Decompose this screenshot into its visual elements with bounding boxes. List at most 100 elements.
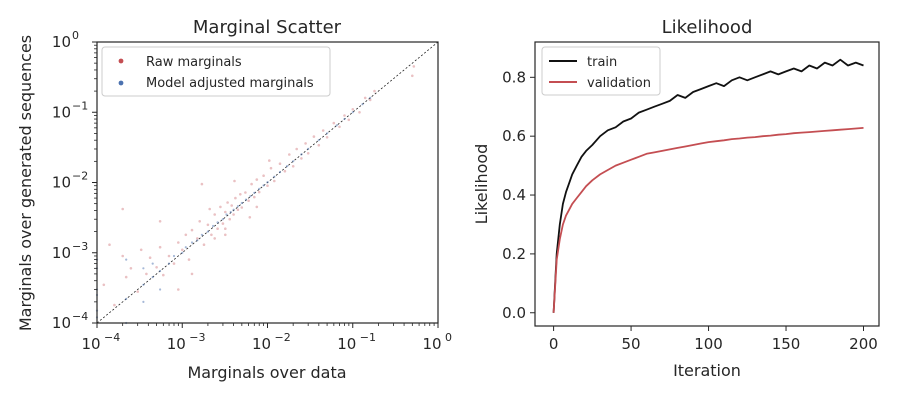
model-marginal-point (244, 198, 248, 201)
model-marginal-point (249, 195, 252, 198)
raw-marginal-point (221, 222, 225, 225)
likelihood-y-ticks: 0.0 0.2 0.4 0.6 0.8 (502, 68, 535, 322)
model-marginal-point (216, 221, 219, 224)
likelihood-legend: train validation (541, 46, 661, 96)
model-marginal-point (172, 254, 176, 258)
raw-marginal-point (177, 241, 180, 244)
scatter-y-tick-exponent: −2 (72, 170, 88, 183)
model-marginal-point (262, 184, 265, 187)
raw-marginal-point (158, 245, 162, 249)
scatter-x-tick-label: 10 (422, 335, 441, 353)
raw-marginal-point (230, 204, 233, 207)
raw-marginal-point (181, 248, 184, 252)
raw-marginal-point (278, 162, 282, 165)
raw-marginal-point (184, 233, 188, 237)
legend-raw-label: Raw marginals (146, 55, 242, 70)
likelihood-x-tick-label: 0 (549, 335, 559, 353)
scatter-x-tick-label: 10 (81, 335, 100, 353)
likelihood-y-tick-label: 0.4 (502, 186, 526, 204)
model-marginal-point (300, 153, 303, 156)
raw-marginal-point (158, 220, 162, 223)
likelihood-y-tick-label: 0.2 (502, 245, 526, 263)
model-marginal-point (125, 297, 128, 300)
likelihood-frame (534, 41, 880, 327)
legend-raw-marker (118, 58, 124, 64)
model-marginal-point (343, 117, 346, 121)
scatter-y-tick-label: 10 (52, 103, 71, 121)
scatter-y-tick-label: 10 (52, 314, 71, 332)
model-marginal-point (335, 124, 338, 127)
raw-marginal-point (412, 65, 416, 68)
scatter-legend-box (101, 46, 331, 97)
model-marginal-point (286, 165, 289, 168)
scatter-y-tick-exponent: −3 (72, 240, 88, 253)
raw-marginal-point (247, 199, 250, 202)
likelihood-x-ticks: 0 50 100 150 200 (549, 326, 878, 353)
raw-marginal-point (244, 191, 247, 194)
raw-marginal-point (224, 233, 227, 237)
raw-marginal-point (213, 213, 216, 216)
raw-marginal-point (187, 258, 191, 261)
raw-marginal-point (257, 190, 261, 194)
raw-marginal-point (172, 262, 176, 265)
raw-marginal-point (325, 136, 329, 139)
legend-model-marker (118, 80, 124, 86)
raw-marginal-point (190, 272, 194, 276)
model-marginal-point (307, 147, 310, 150)
scatter-y-tick-exponent: 0 (72, 29, 79, 42)
model-marginal-point (240, 201, 243, 205)
raw-marginal-point (291, 165, 295, 168)
raw-marginal-point (304, 142, 307, 145)
raw-marginal-point (102, 283, 106, 287)
raw-marginal-point (216, 227, 219, 230)
raw-marginal-point (232, 213, 235, 216)
model-marginal-point (361, 103, 364, 106)
raw-marginal-point (268, 159, 271, 162)
raw-marginal-point (177, 288, 180, 291)
raw-marginal-point (373, 89, 376, 93)
scatter-x-tick-exponent: −4 (104, 331, 120, 344)
model-marginal-point (196, 239, 199, 242)
likelihood-x-tick-label: 150 (772, 335, 801, 353)
raw-marginal-point (121, 207, 124, 211)
scatter-title: Marginal Scatter (193, 17, 342, 38)
raw-marginal-point (234, 196, 237, 200)
raw-marginal-point (198, 220, 201, 223)
raw-marginal-point (253, 195, 256, 199)
likelihood-y-tick-label: 0.8 (502, 68, 526, 86)
model-marginal-point (369, 96, 372, 99)
likelihood-panel: Likelihood 0 50 100 150 200 0.00.20.40.60.8 … (472, 17, 880, 380)
model-marginal-point (142, 300, 145, 303)
raw-marginal-point (145, 272, 148, 276)
raw-marginal-point (236, 208, 240, 211)
raw-marginal-point (351, 108, 355, 111)
model-marginal-point (212, 224, 215, 228)
scatter-y-tick-exponent: −4 (72, 310, 88, 323)
model-marginal-point (253, 191, 256, 194)
scatter-x-tick-label: 10 (252, 335, 271, 353)
raw-marginal-point (167, 254, 171, 258)
raw-marginal-point (411, 74, 414, 78)
likelihood-x-axis-label: Iteration (673, 361, 741, 380)
model-marginal-point (351, 111, 354, 114)
likelihood-title: Likelihood (662, 17, 753, 38)
model-marginal-point (229, 210, 232, 214)
raw-marginal-point (255, 178, 259, 181)
model-marginal-point (225, 213, 228, 216)
legend-train-label: train (587, 55, 617, 70)
raw-marginal-point (312, 135, 316, 138)
model-marginal-point (292, 160, 295, 163)
model-marginal-point (278, 170, 282, 174)
raw-marginal-point (368, 98, 372, 102)
legend-model-label: Model adjusted marginals (146, 76, 314, 91)
raw-marginal-point (228, 217, 231, 221)
raw-marginal-point (224, 227, 227, 230)
scatter-x-tick-label: 10 (337, 335, 356, 353)
likelihood-y-axis-label: Likelihood (472, 144, 491, 225)
raw-marginal-point (239, 193, 242, 196)
scatter-x-tick-exponent: 0 (445, 331, 452, 344)
raw-marginal-point (338, 125, 341, 129)
raw-marginal-point (240, 206, 244, 209)
raw-marginal-point (288, 153, 291, 156)
